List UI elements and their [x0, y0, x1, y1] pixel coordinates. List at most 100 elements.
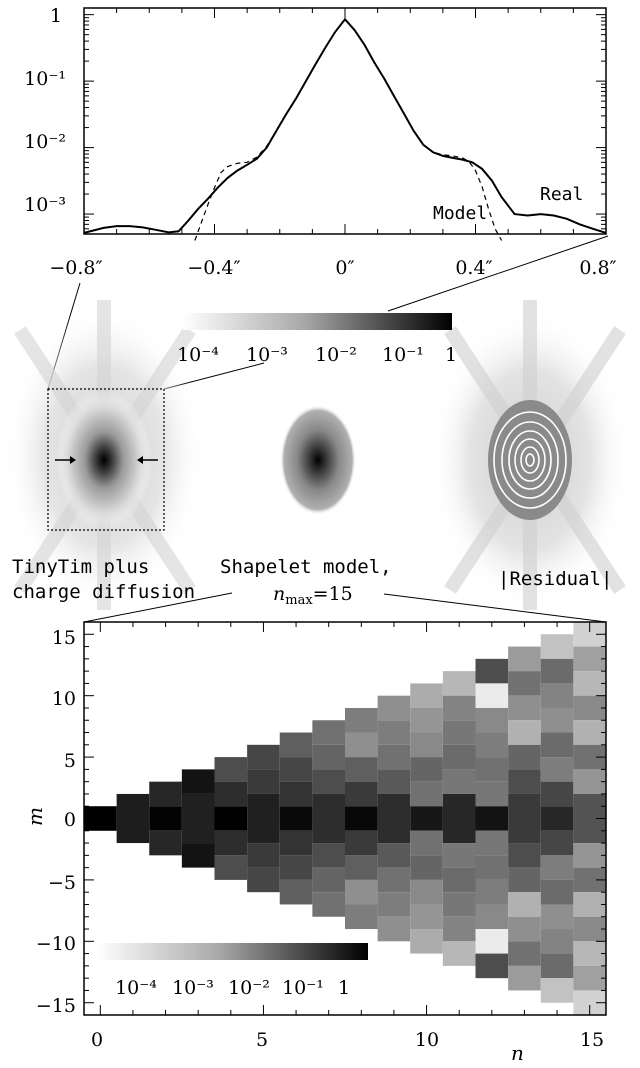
coefficient-cell	[508, 843, 541, 868]
coefficient-cell	[442, 867, 476, 893]
top-colorbar-label-0: 10⁻⁴	[177, 344, 219, 366]
coefficient-cell	[312, 793, 345, 819]
coefficient-x-ticks	[99, 622, 591, 1015]
coefficient-cell	[508, 892, 541, 917]
coefficient-cell	[410, 707, 443, 733]
coefficient-cell	[442, 916, 476, 942]
coefficient-cell	[410, 757, 443, 782]
coefficient-cell	[475, 806, 509, 831]
middle-caption-sub: max	[285, 593, 313, 608]
coefficient-cell	[442, 769, 476, 794]
coefficient-cell	[181, 793, 215, 819]
coefficient-cell	[540, 683, 574, 708]
coefficient-cell	[377, 769, 411, 794]
top-colorbar-label-3: 10⁻¹	[382, 344, 424, 366]
top-colorbar	[183, 313, 452, 330]
coefficient-cell	[181, 769, 215, 794]
coefficient-cell	[279, 732, 313, 758]
coefficient-cell	[573, 916, 606, 942]
coefficient-cell	[247, 769, 280, 794]
coefficient-cells	[84, 622, 606, 1015]
coefficient-cell	[442, 695, 476, 721]
coefficient-cell	[410, 683, 443, 708]
coefficient-cell	[345, 879, 378, 905]
coefficient-chart: 0 5 10 15 n 15 10 5 0 −5 −10 −15 m 10⁻⁴ …	[23, 621, 607, 1065]
coefficient-cell	[247, 867, 280, 893]
coefficient-cell	[573, 720, 606, 745]
top-colorbar-label-4: 1	[445, 344, 457, 366]
coefficient-cell	[377, 695, 411, 721]
coefficient-cell	[345, 855, 378, 880]
coefficient-cell	[312, 843, 345, 868]
coefficient-cell	[345, 732, 378, 758]
coefficient-cell	[475, 683, 509, 708]
coefficient-cell	[377, 892, 411, 917]
coef-x-tick-label-2: 10	[415, 1029, 439, 1051]
coefficient-cell	[345, 806, 378, 831]
coefficient-cell	[410, 855, 443, 880]
coefficient-cell	[540, 879, 574, 905]
coefficient-cell	[345, 830, 378, 856]
coefficient-cell	[475, 904, 509, 930]
coefficient-cell	[475, 830, 509, 856]
coefficient-y-ticks	[84, 633, 606, 1004]
coefficient-cell	[312, 744, 345, 770]
coefficient-cell	[442, 744, 476, 770]
coefficient-cell	[214, 757, 248, 782]
coefficient-cell	[508, 916, 541, 942]
shapelet-model-image	[280, 405, 356, 515]
residual-core	[488, 400, 572, 520]
left-psf-core	[56, 390, 152, 530]
coefficient-cell	[410, 781, 443, 807]
coefficient-cell	[312, 892, 345, 917]
coefficient-cell	[442, 793, 476, 819]
coefficient-cell	[475, 757, 509, 782]
coefficient-cell	[410, 806, 443, 831]
coefficient-cell	[116, 818, 150, 844]
coef-x-tick-label-1: 5	[256, 1029, 268, 1051]
real-profile-line	[83, 17, 607, 234]
coefficient-cell	[573, 941, 606, 966]
coefficient-cell	[214, 806, 248, 831]
coefficient-cell	[410, 904, 443, 930]
profile-x-tick-label-0: −0.8″	[49, 257, 102, 279]
coefficient-cell	[540, 634, 574, 659]
coefficient-cell	[377, 916, 411, 942]
bottom-colorbar-label-0: 10⁻⁴	[115, 977, 157, 999]
coefficient-cell	[508, 867, 541, 893]
connector-line-bottom-left	[83, 592, 233, 623]
left-arrow-head-icon	[70, 456, 76, 464]
middle-caption-n: n	[273, 583, 285, 605]
coefficient-cell	[573, 818, 606, 844]
coefficient-cell	[475, 953, 509, 979]
coefficient-cell	[214, 781, 248, 807]
coefficient-cell	[214, 855, 248, 880]
coefficient-cell	[410, 830, 443, 856]
coefficient-cell	[540, 830, 574, 856]
coefficient-cell	[312, 769, 345, 794]
coefficient-cell	[279, 830, 313, 856]
coefficient-cell	[442, 818, 476, 844]
left-caption-line1: TinyTim plus	[12, 556, 149, 578]
coefficient-cell	[377, 744, 411, 770]
coefficient-cell	[149, 781, 182, 807]
coefficient-cell	[475, 929, 509, 954]
coefficient-cell	[508, 671, 541, 696]
profile-x-tick-label-3: 0.4″	[455, 257, 492, 279]
coefficient-cell	[573, 892, 606, 917]
coefficient-cell	[410, 879, 443, 905]
coef-y-tick-label-5: −10	[36, 933, 76, 955]
coefficient-cell	[410, 929, 443, 954]
coefficient-cell	[312, 720, 345, 745]
profile-x-ticks	[83, 8, 607, 234]
bottom-colorbar-label-1: 10⁻³	[172, 977, 214, 999]
coefficient-cell	[377, 867, 411, 893]
coefficient-cell	[279, 855, 313, 880]
profile-y-tick-label-2: 10⁻²	[24, 131, 66, 153]
profile-y-tick-label-0: 1	[50, 5, 62, 27]
connector-line-right	[387, 235, 609, 312]
coefficient-cell	[377, 720, 411, 745]
coefficient-cell	[573, 965, 606, 991]
coefficient-cell	[540, 658, 574, 684]
coefficient-cell	[540, 953, 574, 979]
